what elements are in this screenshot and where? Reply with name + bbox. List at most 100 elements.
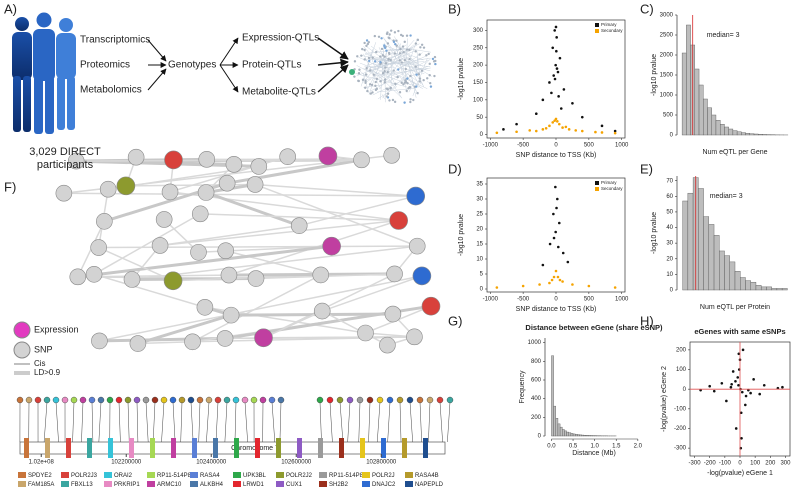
gene-swatch	[405, 481, 413, 487]
network-edge	[365, 48, 413, 54]
snp-head	[79, 396, 87, 404]
snp-stem	[409, 401, 413, 443]
expression-node	[421, 296, 441, 316]
arrow	[147, 39, 167, 62]
point	[552, 275, 556, 279]
point	[740, 437, 743, 440]
snp-stem	[198, 401, 201, 443]
snp-head	[406, 396, 414, 404]
snp-node	[406, 328, 423, 346]
point	[558, 278, 562, 282]
network-node	[409, 34, 412, 37]
point	[553, 119, 556, 122]
point	[600, 131, 604, 134]
point	[552, 236, 556, 240]
gene-box	[45, 438, 50, 458]
network-node	[365, 44, 368, 48]
network-edge	[299, 195, 416, 227]
gene-box	[423, 438, 428, 458]
x-tick-label: -300	[689, 461, 702, 467]
gene-box	[192, 438, 197, 458]
snp-stem	[180, 401, 183, 443]
network-node	[398, 59, 401, 62]
network-node	[371, 56, 374, 60]
network-node	[349, 69, 355, 75]
bar	[559, 426, 563, 437]
snp-stem	[127, 401, 130, 443]
y-tick-label: 10	[666, 272, 673, 278]
snp-stem	[190, 401, 194, 443]
point	[737, 352, 741, 356]
gene-swatch	[319, 481, 327, 487]
network-edge	[396, 62, 431, 72]
gene-legend-label: FAM185A	[28, 482, 54, 488]
point	[555, 49, 558, 53]
network-edge	[382, 36, 419, 95]
network-node	[374, 88, 378, 92]
point	[534, 129, 538, 133]
point	[729, 385, 733, 389]
bar	[760, 286, 767, 291]
gene-legend-label: SH2B2	[329, 482, 349, 488]
point	[561, 280, 564, 283]
x-tick-label: 100	[750, 461, 761, 467]
point	[556, 197, 559, 201]
network-node	[415, 73, 418, 76]
gene-legend-label: ALKBH4	[200, 482, 224, 488]
network-edge	[366, 69, 419, 88]
y-axis-label: -log10 pvalue	[458, 58, 465, 100]
network-node	[379, 55, 382, 58]
bar	[708, 224, 715, 291]
point	[781, 385, 784, 389]
bar	[719, 250, 725, 291]
gene-box	[129, 438, 134, 458]
snp-head	[426, 396, 434, 404]
network-node	[353, 75, 356, 78]
bar	[741, 132, 746, 136]
snp-stem	[72, 401, 75, 443]
point	[553, 29, 556, 32]
network-node	[386, 88, 390, 91]
point	[557, 245, 560, 249]
network-node	[433, 74, 436, 78]
network-node	[357, 72, 361, 75]
bar	[734, 271, 741, 291]
network-node	[395, 44, 398, 47]
network-node	[422, 78, 425, 82]
y-axis-label: -log(pvalue) eGene 2	[661, 366, 668, 432]
network-node	[401, 45, 405, 48]
snp-stem	[347, 401, 351, 443]
network-node	[385, 95, 389, 98]
network-node	[417, 73, 421, 76]
bar	[585, 435, 589, 437]
network-node	[409, 100, 412, 104]
point	[552, 74, 555, 77]
network-node	[433, 55, 437, 59]
genotypes-label: Genotypes	[168, 60, 216, 71]
network-edge	[393, 36, 424, 86]
expression-node	[163, 271, 183, 291]
bar	[682, 200, 689, 291]
network-edge	[367, 66, 395, 85]
bar	[729, 261, 736, 291]
network-node	[379, 62, 382, 66]
point	[551, 121, 555, 124]
x-tick-label: -500	[517, 297, 530, 303]
gene-box	[66, 438, 71, 458]
point	[561, 126, 564, 129]
network-node	[406, 77, 409, 80]
network-node	[397, 68, 400, 71]
network-node	[412, 98, 415, 102]
expression-node	[389, 211, 408, 230]
point	[734, 380, 737, 383]
snp-stem	[234, 401, 237, 443]
network-node	[405, 34, 409, 37]
legend-swatch	[595, 29, 599, 33]
network-edge	[76, 159, 362, 162]
snp-stem	[215, 401, 219, 443]
point	[554, 269, 558, 273]
point	[561, 251, 565, 255]
y-tick-label: 800	[531, 359, 542, 365]
point	[758, 392, 761, 396]
y-tick-label: 3000	[660, 13, 674, 19]
